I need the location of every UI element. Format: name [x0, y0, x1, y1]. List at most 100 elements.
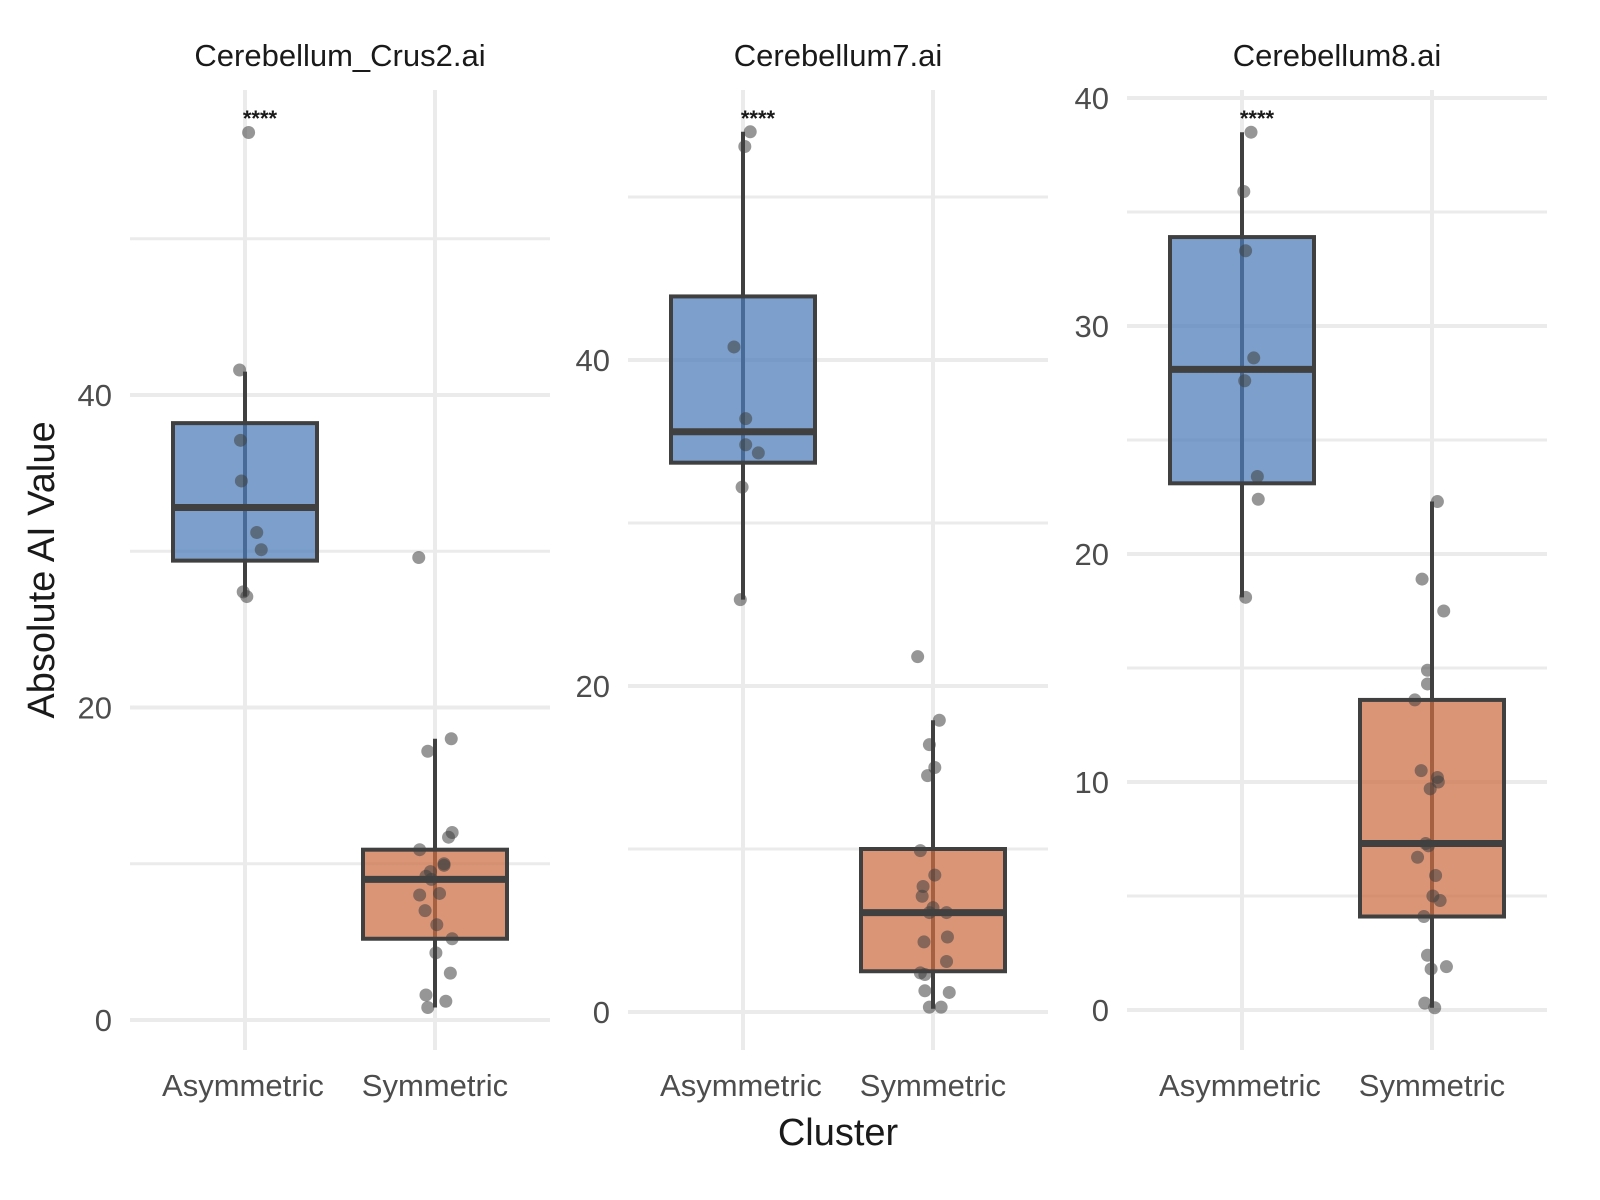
- box-iqr: [1358, 697, 1506, 919]
- y-tick-label: 30: [1075, 309, 1109, 344]
- data-point: [433, 886, 447, 900]
- data-point: [1239, 244, 1253, 258]
- data-point: [1239, 590, 1253, 604]
- panel-title: Cerebellum7.ai: [734, 38, 943, 73]
- data-point: [1417, 910, 1431, 924]
- significance-label: ****: [243, 106, 278, 131]
- data-point: [918, 984, 932, 998]
- y-tick-label: 20: [576, 669, 610, 704]
- box-iqr: [669, 294, 817, 465]
- y-tick-label: 10: [1075, 765, 1109, 800]
- data-point: [442, 830, 456, 844]
- y-tick-label: 40: [576, 343, 610, 378]
- y-tick-label: 40: [1075, 81, 1109, 116]
- data-point: [233, 363, 247, 377]
- data-point: [233, 433, 247, 447]
- data-point: [942, 985, 956, 999]
- data-point: [1247, 351, 1261, 365]
- data-point: [751, 446, 765, 460]
- boxplot-asymmetric: [669, 125, 817, 607]
- data-point: [922, 738, 936, 752]
- data-point: [413, 843, 427, 857]
- data-point: [913, 844, 927, 858]
- data-point: [733, 593, 747, 607]
- data-point: [915, 889, 929, 903]
- y-tick-label: 0: [1092, 993, 1109, 1028]
- data-point: [1251, 492, 1265, 506]
- data-point: [940, 906, 954, 920]
- data-point: [1421, 839, 1435, 853]
- data-point: [1420, 948, 1434, 962]
- boxplot-asymmetric: [1168, 125, 1316, 604]
- boxplot-symmetric: [859, 650, 1007, 1014]
- data-point: [922, 906, 936, 920]
- panel-2: Cerebellum7.ai 0 20 40 Asymmetric Symmetric **…: [576, 38, 1048, 1103]
- significance-label: ****: [741, 106, 776, 131]
- x-tick-label: Asymmetric: [660, 1068, 822, 1103]
- data-point: [429, 946, 443, 960]
- data-point: [1244, 125, 1258, 139]
- data-point: [254, 543, 268, 557]
- data-point: [1420, 677, 1434, 691]
- data-point: [1437, 604, 1451, 618]
- data-point: [424, 872, 438, 886]
- data-point: [421, 744, 435, 758]
- data-point: [739, 412, 753, 426]
- box-iqr: [1168, 235, 1316, 486]
- data-point: [421, 1001, 435, 1014]
- data-point: [1418, 996, 1432, 1010]
- y-tick-label: 0: [593, 995, 610, 1030]
- data-point: [1439, 960, 1453, 974]
- x-tick-label: Asymmetric: [1159, 1068, 1321, 1103]
- panel-3: Cerebellum8.ai 0 10 20 30 40 Asymmetric Symmetr…: [1075, 38, 1547, 1103]
- data-point: [1423, 782, 1437, 796]
- boxplot-symmetric: [361, 551, 509, 1014]
- y-axis-title: Absolute AI Value: [21, 421, 63, 718]
- data-point: [918, 968, 932, 982]
- panel-title: Cerebellum8.ai: [1233, 38, 1442, 73]
- data-point: [727, 340, 741, 354]
- data-point: [1420, 663, 1434, 677]
- data-point: [250, 526, 264, 539]
- data-point: [916, 879, 930, 893]
- data-point: [234, 474, 248, 488]
- data-point: [1428, 1001, 1442, 1015]
- data-point: [240, 590, 254, 604]
- data-point: [1414, 764, 1428, 778]
- data-point: [242, 126, 256, 139]
- data-point: [1237, 184, 1251, 198]
- x-tick-label: Symmetric: [1359, 1068, 1505, 1103]
- data-point: [419, 988, 433, 1002]
- boxplot-symmetric: [1358, 495, 1506, 1015]
- data-point: [1250, 469, 1264, 483]
- y-tick-label: 40: [78, 378, 112, 413]
- data-point: [430, 918, 444, 932]
- data-point: [1429, 868, 1443, 882]
- data-point: [1408, 693, 1422, 707]
- data-point: [940, 954, 954, 968]
- data-point: [1430, 495, 1444, 509]
- data-point: [412, 551, 426, 564]
- data-point: [921, 769, 935, 783]
- data-point: [739, 438, 753, 452]
- x-tick-label: Symmetric: [362, 1068, 508, 1103]
- box-iqr: [171, 421, 319, 563]
- data-point: [439, 994, 453, 1008]
- data-point: [911, 650, 925, 664]
- y-tick-label: 20: [78, 691, 112, 726]
- data-point: [735, 480, 749, 494]
- facet-panels: Cerebellum_Crus2.ai 0 20 40 Asymmetric Symmet…: [78, 38, 1547, 1103]
- panel-1: Cerebellum_Crus2.ai 0 20 40 Asymmetric Symmet…: [78, 38, 550, 1103]
- data-point: [738, 139, 752, 153]
- y-tick-label: 20: [1075, 537, 1109, 572]
- data-point: [940, 930, 954, 944]
- data-point: [934, 1000, 948, 1014]
- data-point: [743, 125, 757, 139]
- x-tick-label: Symmetric: [860, 1068, 1006, 1103]
- data-point: [1424, 962, 1438, 976]
- panel-title: Cerebellum_Crus2.ai: [194, 38, 485, 73]
- data-point: [922, 1000, 936, 1014]
- boxplot-asymmetric: [171, 126, 319, 604]
